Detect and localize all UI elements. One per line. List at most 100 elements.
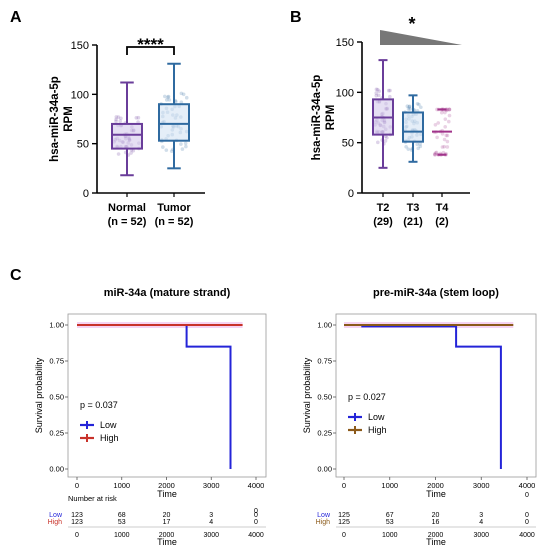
box <box>111 122 143 150</box>
data-point <box>443 117 448 121</box>
risk-table-title: Number at risk <box>68 494 117 503</box>
x-tick-label: 1000 <box>113 481 130 490</box>
data-point <box>415 102 420 106</box>
y-tick-label: 0.50 <box>317 393 332 402</box>
data-point <box>447 107 452 112</box>
data-point <box>129 151 133 155</box>
significance-label: * <box>408 14 415 34</box>
trend-triangle <box>380 30 462 45</box>
data-point <box>118 119 123 123</box>
data-point <box>432 152 437 156</box>
y-axis-title-line: RPM <box>63 106 75 132</box>
y-axis-title-line: hsa-miR-34a-5p <box>49 76 61 162</box>
data-point <box>440 132 445 136</box>
data-point <box>444 133 449 138</box>
data-point <box>388 88 392 93</box>
y-tick-label: 0.25 <box>49 429 64 438</box>
risk-value: 3 <box>479 512 483 519</box>
data-point <box>114 119 118 124</box>
data-point <box>432 152 437 157</box>
x-tick-label: (2) <box>435 216 449 228</box>
legend-label: Low <box>368 412 385 422</box>
km-title: miR-34a (mature strand) <box>104 287 231 299</box>
data-point <box>377 93 381 98</box>
risk-axis-tick-label: 4000 <box>248 532 264 539</box>
data-point <box>418 144 423 149</box>
x-tick-label: (n = 52) <box>108 216 147 228</box>
data-point <box>419 105 423 110</box>
y-tick-label: 0 <box>83 188 89 200</box>
plot-frame <box>67 313 267 478</box>
data-point <box>119 116 123 121</box>
x-tick-label: (n = 52) <box>155 216 194 228</box>
x-tick-label: T4 <box>436 202 450 214</box>
legend-label: Low <box>100 420 117 430</box>
data-point <box>416 146 420 151</box>
data-point <box>447 107 451 112</box>
y-tick-label: 150 <box>71 40 89 52</box>
data-point <box>134 115 139 120</box>
y-axis-title-line: hsa-miR-34a-5p <box>311 75 323 161</box>
risk-value: 0 <box>254 512 258 519</box>
data-point <box>408 107 412 111</box>
data-point <box>114 115 119 119</box>
x-tick-label: T3 <box>407 202 420 214</box>
data-point <box>407 104 412 109</box>
data-point <box>116 115 121 119</box>
data-point <box>161 145 165 149</box>
data-point <box>445 133 450 138</box>
data-point <box>433 151 438 155</box>
risk-value: 4 <box>479 519 483 526</box>
risk-row-label: High <box>48 519 63 526</box>
data-point <box>433 152 438 157</box>
plot-frame <box>335 313 537 478</box>
y-tick-label: 50 <box>342 138 354 150</box>
data-point <box>375 87 380 92</box>
data-point <box>418 142 422 146</box>
data-point <box>383 139 388 143</box>
data-point <box>446 119 451 124</box>
data-point <box>406 147 411 151</box>
data-point <box>447 113 452 118</box>
data-point <box>374 93 379 98</box>
box <box>402 111 424 143</box>
y-tick-label: 100 <box>71 89 89 101</box>
y-tick-label: 0.75 <box>317 357 332 366</box>
x-tick-label: 0 <box>342 481 346 490</box>
y-tick-label: 0.00 <box>317 465 332 474</box>
data-point <box>116 152 121 156</box>
data-point <box>164 98 169 102</box>
data-point <box>433 123 438 127</box>
data-point <box>131 148 136 153</box>
risk-axis-tick-label: 0 <box>342 532 346 539</box>
data-point <box>434 150 439 155</box>
risk-value: 0 <box>254 519 258 526</box>
data-point <box>166 94 171 99</box>
p-value: p = 0.037 <box>80 400 118 410</box>
risk-axis-title: Time <box>157 537 177 547</box>
x-tick-label: T2 <box>377 202 390 214</box>
data-point <box>179 142 183 146</box>
data-point <box>385 135 389 140</box>
risk-value: 123 <box>71 512 83 519</box>
panel-b-boxplot: 0 50 100 150 hsa-miR-34a-5p RPM T2 (29) T3 (21) T4… <box>311 14 470 228</box>
risk-value: 67 <box>386 512 394 519</box>
y-axis-title: Survival probability <box>34 357 44 433</box>
data-point <box>166 95 170 100</box>
x-tick-label: 3000 <box>203 481 220 490</box>
risk-value: 125 <box>338 512 350 519</box>
x-tick-label: 0 <box>75 481 79 490</box>
x-tick-label: 4000 <box>519 481 536 490</box>
data-point <box>167 98 172 102</box>
data-point <box>388 94 392 99</box>
y-tick-label: 0 <box>348 188 354 200</box>
risk-value: 16 <box>432 519 440 526</box>
y-tick-label: 1.00 <box>49 321 64 330</box>
risk-row-label: High <box>316 519 331 526</box>
panel-letter-a: A <box>10 9 22 26</box>
y-tick-label: 1.00 <box>317 321 332 330</box>
risk-axis-tick-label: 2000 <box>428 532 444 539</box>
risk-value: 20 <box>163 512 171 519</box>
risk-value: 68 <box>118 512 126 519</box>
